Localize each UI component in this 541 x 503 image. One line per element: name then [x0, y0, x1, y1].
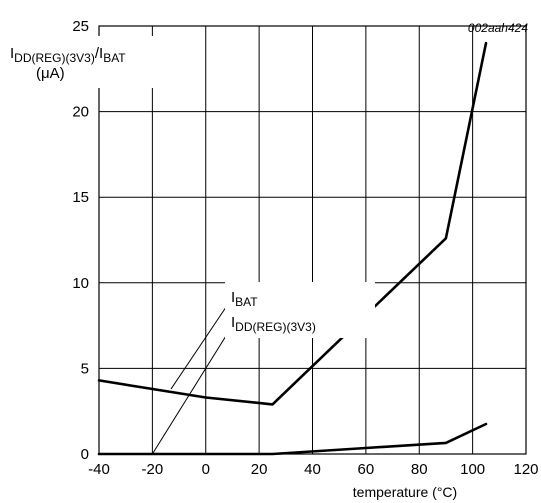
tick-labels: -40 -20 0 20 40 60 80 100 120 0 5 10 15 20 25	[72, 18, 538, 478]
x-tick-label: 100	[460, 461, 485, 478]
y-axis-title: IDD(REG)(3V3)/IBAT	[10, 45, 126, 65]
ylabel-background	[0, 36, 163, 88]
y-axis-title-slash: /I	[95, 45, 103, 62]
x-tick-label: 60	[358, 461, 375, 478]
y-axis-title-sub1: DD(REG)(3V3)	[14, 51, 95, 65]
y-tick-label: 20	[72, 104, 89, 121]
series-line-ibat	[97, 41, 488, 406]
y-axis-title-i1: I	[10, 45, 14, 62]
data-series	[97, 41, 488, 456]
x-tick-label: -20	[142, 461, 164, 478]
series-label-idd: IDD(REG)(3V3)	[231, 314, 316, 334]
y-tick-label: 0	[81, 446, 89, 463]
x-tick-label: 120	[513, 461, 538, 478]
x-tick-label: 20	[251, 461, 268, 478]
series-label-idd-i: I	[231, 314, 235, 331]
y-axis-unit: (μA)	[36, 65, 65, 82]
plot-border	[98, 25, 527, 455]
plot-frame	[98, 25, 527, 455]
y-axis-title-sub2: BAT	[103, 51, 126, 65]
x-tick-label: -40	[88, 461, 110, 478]
y-tick-label: 5	[81, 360, 89, 377]
x-axis-title: temperature (°C)	[353, 484, 457, 500]
y-tick-label: 10	[72, 275, 89, 292]
series-label-ibat: IBAT	[231, 289, 258, 309]
series-label-background	[225, 282, 375, 338]
figure-id: 002aah424	[468, 21, 528, 35]
leader-line-idd	[151, 316, 239, 455]
series-line-idd	[97, 422, 488, 456]
annotations	[151, 289, 239, 455]
series-label-ibat-sub: BAT	[235, 295, 258, 309]
x-tick-label: 40	[304, 461, 321, 478]
series-label-ibat-i: I	[231, 289, 235, 306]
y-tick-label: 15	[72, 189, 89, 206]
series-label-idd-sub: DD(REG)(3V3)	[235, 320, 316, 334]
y-tick-label: 25	[72, 18, 89, 35]
x-tick-label: 0	[202, 461, 210, 478]
series-labels: IBAT IDD(REG)(3V3)	[225, 282, 375, 338]
x-tick-label: 80	[411, 461, 428, 478]
